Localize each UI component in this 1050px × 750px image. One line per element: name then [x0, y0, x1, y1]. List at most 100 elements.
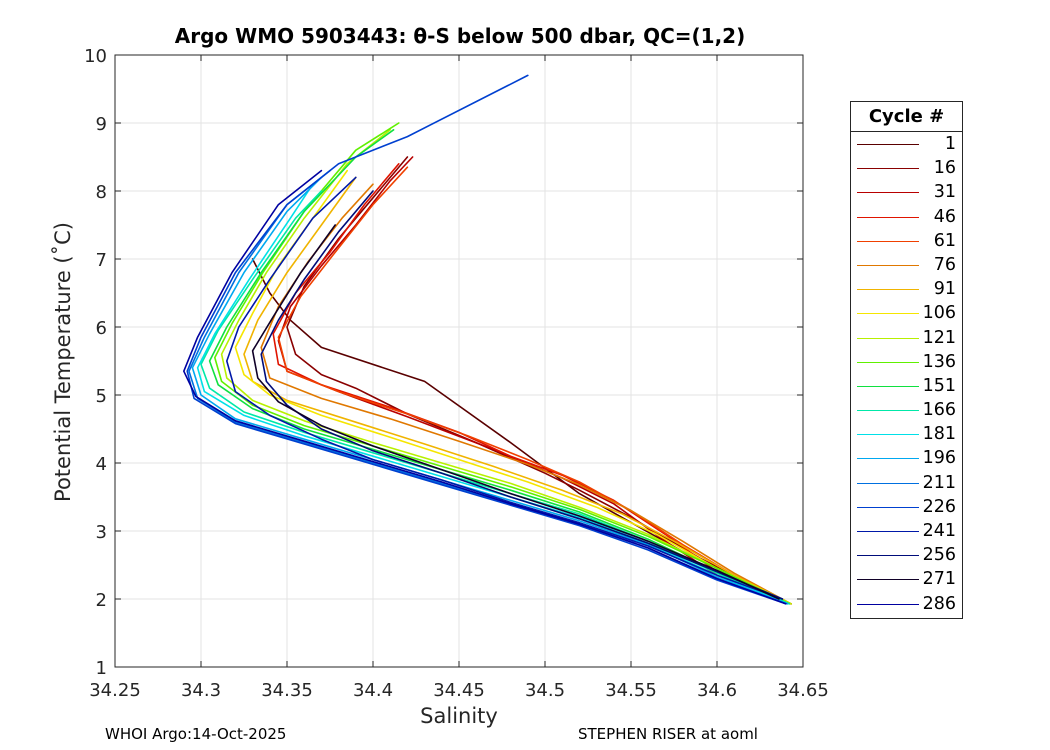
legend-label: 106 [922, 303, 956, 324]
legend-label: 61 [933, 230, 956, 251]
legend-item: 1 [851, 132, 962, 156]
legend-item: 211 [851, 471, 962, 495]
legend: Cycle # 1 16 31 46 61 76 91 106 121 136 151 166 181 1… [850, 101, 963, 619]
legend-label: 211 [922, 472, 956, 493]
y-tick-label: 2 [96, 590, 107, 611]
legend-swatch [857, 434, 919, 436]
series-line-cycle-91 [243, 176, 792, 605]
series-line-cycle-241 [226, 176, 784, 600]
series-line-cycle-256 [260, 190, 784, 600]
legend-label: 16 [933, 158, 956, 179]
footer-source: WHOI Argo:14-Oct-2025 [105, 725, 287, 743]
legend-item: 61 [851, 229, 962, 253]
legend-label: 1 [944, 134, 956, 154]
legend-item: 271 [851, 567, 962, 591]
x-tick-label: 34.35 [261, 680, 313, 701]
y-tick-label: 5 [96, 386, 107, 407]
y-tick-label: 7 [96, 250, 107, 271]
legend-item: 241 [851, 519, 962, 543]
x-tick-label: 34.3 [181, 680, 221, 701]
legend-label: 181 [922, 424, 956, 445]
y-tick-label: 9 [96, 114, 107, 135]
legend-swatch [857, 555, 919, 557]
legend-title: Cycle # [851, 102, 962, 132]
legend-label: 76 [933, 254, 956, 275]
series-line-cycle-106 [234, 169, 792, 605]
series-line-cycle-271 [251, 224, 780, 600]
legend-swatch [857, 506, 919, 508]
legend-swatch [857, 264, 919, 266]
x-tick-label: 34.65 [777, 680, 829, 701]
legend-item: 76 [851, 253, 962, 277]
y-tick-label: 10 [84, 46, 107, 67]
x-tick-label: 34.25 [89, 680, 141, 701]
legend-label: 196 [922, 448, 956, 469]
legend-item: 31 [851, 180, 962, 204]
legend-label: 46 [933, 206, 956, 227]
legend-item: 151 [851, 374, 962, 398]
legend-item: 16 [851, 156, 962, 180]
legend-label: 151 [922, 375, 956, 396]
legend-item: 121 [851, 326, 962, 350]
legend-label: 31 [933, 182, 956, 203]
series-line-cycle-46 [272, 163, 792, 605]
legend-swatch [857, 603, 919, 605]
legend-swatch [857, 579, 919, 581]
legend-label: 91 [933, 279, 956, 300]
legend-swatch [857, 313, 919, 315]
y-tick-label: 1 [96, 658, 107, 679]
legend-item: 136 [851, 350, 962, 374]
series-line-cycle-1 [251, 258, 792, 605]
legend-label: 166 [922, 400, 956, 421]
legend-swatch [857, 289, 919, 291]
legend-label: 286 [922, 593, 956, 614]
legend-items: 1 16 31 46 61 76 91 106 121 136 151 166 181 196 211 226… [851, 132, 962, 616]
legend-item: 181 [851, 422, 962, 446]
legend-label: 121 [922, 327, 956, 348]
series-line-cycle-286 [183, 169, 787, 605]
footer-attribution: STEPHEN RISER at aoml [578, 725, 758, 743]
legend-swatch [857, 240, 919, 242]
legend-item: 196 [851, 446, 962, 470]
legend-label: 271 [922, 569, 956, 590]
legend-swatch [857, 531, 919, 532]
legend-label: 256 [922, 545, 956, 566]
legend-item: 286 [851, 592, 962, 616]
series-line-cycle-226 [186, 74, 787, 605]
legend-swatch [857, 168, 919, 170]
axis-ticks: 34.25 34.3 34.35 34.4 34.45 34.5 34.55 34.6 34.6… [84, 46, 829, 701]
legend-label: 241 [922, 521, 956, 541]
legend-swatch [857, 337, 919, 339]
legend-swatch [857, 192, 919, 194]
legend-label: 136 [922, 351, 956, 372]
series-lines [183, 74, 792, 605]
legend-item: 166 [851, 398, 962, 422]
x-tick-label: 34.45 [433, 680, 485, 701]
chart-title: Argo WMO 5903443: θ-S below 500 dbar, QC… [174, 24, 746, 48]
y-axis-label: Potential Temperature (˚C) [51, 222, 75, 502]
legend-item: 256 [851, 543, 962, 567]
x-tick-label: 34.6 [697, 680, 737, 701]
y-tick-label: 6 [96, 318, 107, 339]
legend-item: 91 [851, 277, 962, 301]
legend-item: 226 [851, 495, 962, 519]
x-tick-label: 34.55 [605, 680, 657, 701]
series-line-cycle-121 [220, 129, 792, 605]
legend-swatch [857, 144, 919, 145]
y-tick-label: 8 [96, 182, 107, 203]
legend-item: 106 [851, 301, 962, 325]
x-tick-label: 34.5 [525, 680, 565, 701]
series-line-cycle-61 [277, 166, 792, 605]
legend-swatch [857, 361, 919, 363]
y-tick-label: 4 [96, 454, 107, 475]
legend-item: 46 [851, 205, 962, 229]
legend-swatch [857, 385, 919, 387]
x-axis-label: Salinity [420, 704, 498, 728]
series-line-cycle-196 [191, 176, 789, 605]
legend-swatch [857, 482, 919, 484]
legend-label: 226 [922, 496, 956, 517]
legend-swatch [857, 216, 919, 218]
legend-swatch [857, 458, 919, 460]
legend-swatch [857, 410, 919, 412]
